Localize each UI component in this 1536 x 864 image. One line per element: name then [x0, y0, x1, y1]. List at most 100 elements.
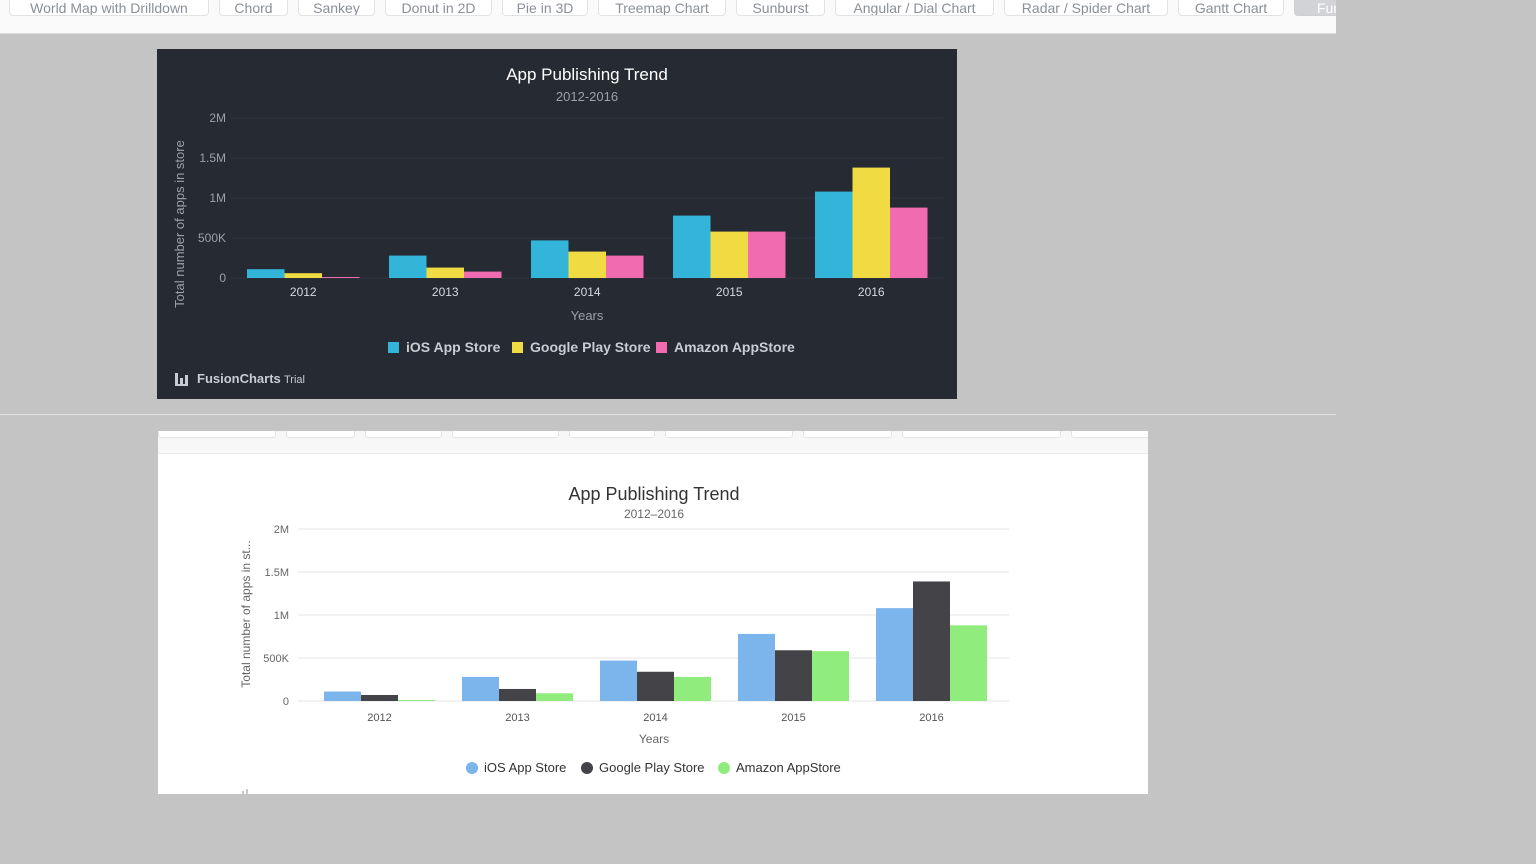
legend-label: Amazon AppStore — [674, 339, 795, 355]
chart-subtitle: 2012-2016 — [556, 89, 618, 104]
y-tick-label: 2M — [209, 111, 226, 125]
y-axis-title: Total number of apps in st... — [239, 540, 253, 687]
bar-google-play-store-2014[interactable] — [568, 251, 607, 278]
bar-amazon-appstore-2012[interactable] — [322, 277, 360, 278]
y-tick-label: 1.5M — [199, 151, 226, 165]
x-axis-title: Years — [571, 308, 604, 323]
x-tick-label: 2016 — [858, 285, 885, 299]
ghost-tab[interactable] — [452, 431, 559, 438]
ghost-tab[interactable] — [286, 431, 355, 438]
bar-google-play-store-2015[interactable] — [710, 231, 749, 278]
chart-title: App Publishing Trend — [568, 484, 739, 504]
y-tick-label: 500K — [198, 231, 226, 245]
ghost-tab[interactable] — [803, 431, 892, 438]
y-tick-label: 0 — [283, 696, 289, 708]
legend-marker — [466, 762, 478, 774]
bar-amazon-appstore-2013[interactable] — [464, 271, 502, 278]
bar-amazon-appstore-2013[interactable] — [536, 693, 573, 701]
tab-fun[interactable]: Fun — [1294, 0, 1336, 16]
x-tick-label: 2015 — [716, 285, 743, 299]
tab-chord[interactable]: Chord — [219, 0, 288, 16]
ghost-tab[interactable] — [569, 431, 655, 438]
bar-amazon-appstore-2012[interactable] — [398, 700, 435, 701]
logo-bar-3 — [185, 375, 188, 385]
bar-ios-app-store-2016[interactable] — [815, 191, 853, 278]
legend-label: Amazon AppStore — [736, 760, 841, 775]
bar-amazon-appstore-2014[interactable] — [674, 676, 711, 701]
credits-logo — [242, 789, 248, 794]
bar-amazon-appstore-2016[interactable] — [950, 625, 987, 701]
bar-google-play-store-2014[interactable] — [637, 671, 674, 701]
tab-world-map-with-drilldown[interactable]: World Map with Drilldown — [9, 0, 209, 16]
bar-ios-app-store-2013[interactable] — [389, 255, 427, 278]
bar-google-play-store-2015[interactable] — [775, 650, 812, 701]
bar-google-play-store-2013[interactable] — [499, 688, 536, 701]
tab-angular-dial-chart[interactable]: Angular / Dial Chart — [835, 0, 994, 16]
legend-marker — [388, 342, 399, 353]
tab-donut-in-2d[interactable]: Donut in 2D — [385, 0, 492, 16]
credits-bar — [246, 789, 248, 794]
bar-google-play-store-2012[interactable] — [361, 694, 398, 701]
legend-item-amazon-appstore[interactable]: Amazon AppStore — [718, 760, 841, 775]
legend-item-google-play-store[interactable]: Google Play Store — [581, 760, 705, 775]
x-tick-label: 2012 — [290, 285, 317, 299]
bar-google-play-store-2012[interactable] — [284, 273, 323, 278]
ghost-tab[interactable] — [1071, 431, 1148, 438]
legend-item-ios-app-store[interactable]: iOS App Store — [466, 760, 566, 775]
logo-bar-2 — [180, 378, 183, 385]
ghost-tab[interactable] — [902, 431, 1061, 438]
ghost-tabs-strip — [158, 431, 1148, 454]
legend-marker — [581, 762, 593, 774]
bar-ios-app-store-2016[interactable] — [876, 608, 913, 701]
legend-item-ios-app-store[interactable]: iOS App Store — [388, 339, 501, 355]
bar-amazon-appstore-2014[interactable] — [606, 255, 644, 278]
y-tick-label: 2M — [274, 524, 289, 536]
bar-amazon-appstore-2015[interactable] — [812, 651, 849, 701]
fusioncharts-panel: App Publishing Trend 2012-2016 Total num… — [157, 49, 957, 399]
bar-ios-app-store-2012[interactable] — [247, 269, 285, 278]
tab-radar-spider-chart[interactable]: Radar / Spider Chart — [1004, 0, 1168, 16]
x-tick-label: 2013 — [505, 712, 529, 724]
ghost-tab[interactable] — [365, 431, 442, 438]
bar-amazon-appstore-2016[interactable] — [890, 207, 928, 278]
y-axis-title: Total number of apps in store — [172, 140, 187, 308]
legend-label: iOS App Store — [484, 760, 566, 775]
y-tick-label: 1.5M — [265, 567, 289, 579]
bar-google-play-store-2016[interactable] — [852, 167, 891, 278]
brand-label: FusionCharts — [197, 371, 281, 386]
bar-ios-app-store-2014[interactable] — [600, 660, 637, 701]
legend-label: Google Play Store — [530, 339, 651, 355]
tab-sunburst[interactable]: Sunburst — [736, 0, 825, 16]
bar-amazon-appstore-2015[interactable] — [748, 231, 786, 278]
credits-bar — [242, 791, 244, 794]
chart-tabs-strip: World Map with Drilldown Chord Sankey Donut… — [0, 0, 1336, 34]
tab-treemap-chart[interactable]: Treemap Chart — [598, 0, 726, 16]
ghost-tab[interactable] — [665, 431, 793, 438]
x-tick-label: 2015 — [781, 712, 805, 724]
legend-label: iOS App Store — [406, 339, 501, 355]
bar-google-play-store-2016[interactable] — [913, 581, 950, 701]
fusioncharts-logo[interactable]: FusionCharts Trial — [175, 371, 305, 386]
y-tick-label: 1M — [274, 610, 289, 622]
legend-item-amazon-appstore[interactable]: Amazon AppStore — [656, 339, 795, 355]
y-tick-label: 0 — [219, 271, 226, 285]
chart-subtitle: 2012–2016 — [624, 507, 684, 521]
legend-item-google-play-store[interactable]: Google Play Store — [512, 339, 651, 355]
x-tick-label: 2016 — [919, 712, 943, 724]
tab-pie-in-3d[interactable]: Pie in 3D — [502, 0, 588, 16]
bar-ios-app-store-2012[interactable] — [324, 691, 361, 701]
legend-label: Google Play Store — [599, 760, 705, 775]
logo-bar-1 — [175, 373, 178, 385]
legend-marker — [512, 342, 523, 353]
bar-ios-app-store-2014[interactable] — [531, 240, 569, 278]
ghost-tab[interactable] — [158, 431, 276, 438]
x-tick-label: 2013 — [432, 285, 459, 299]
bar-ios-app-store-2013[interactable] — [462, 676, 499, 701]
bar-ios-app-store-2015[interactable] — [673, 215, 711, 278]
bar-ios-app-store-2015[interactable] — [738, 633, 775, 701]
tab-gantt-chart[interactable]: Gantt Chart — [1178, 0, 1284, 16]
fusioncharts-bar-chart: App Publishing Trend 2012-2016 Total num… — [172, 65, 943, 386]
bar-google-play-store-2013[interactable] — [426, 267, 465, 278]
tab-sankey[interactable]: Sankey — [298, 0, 375, 16]
y-tick-label: 1M — [209, 191, 226, 205]
